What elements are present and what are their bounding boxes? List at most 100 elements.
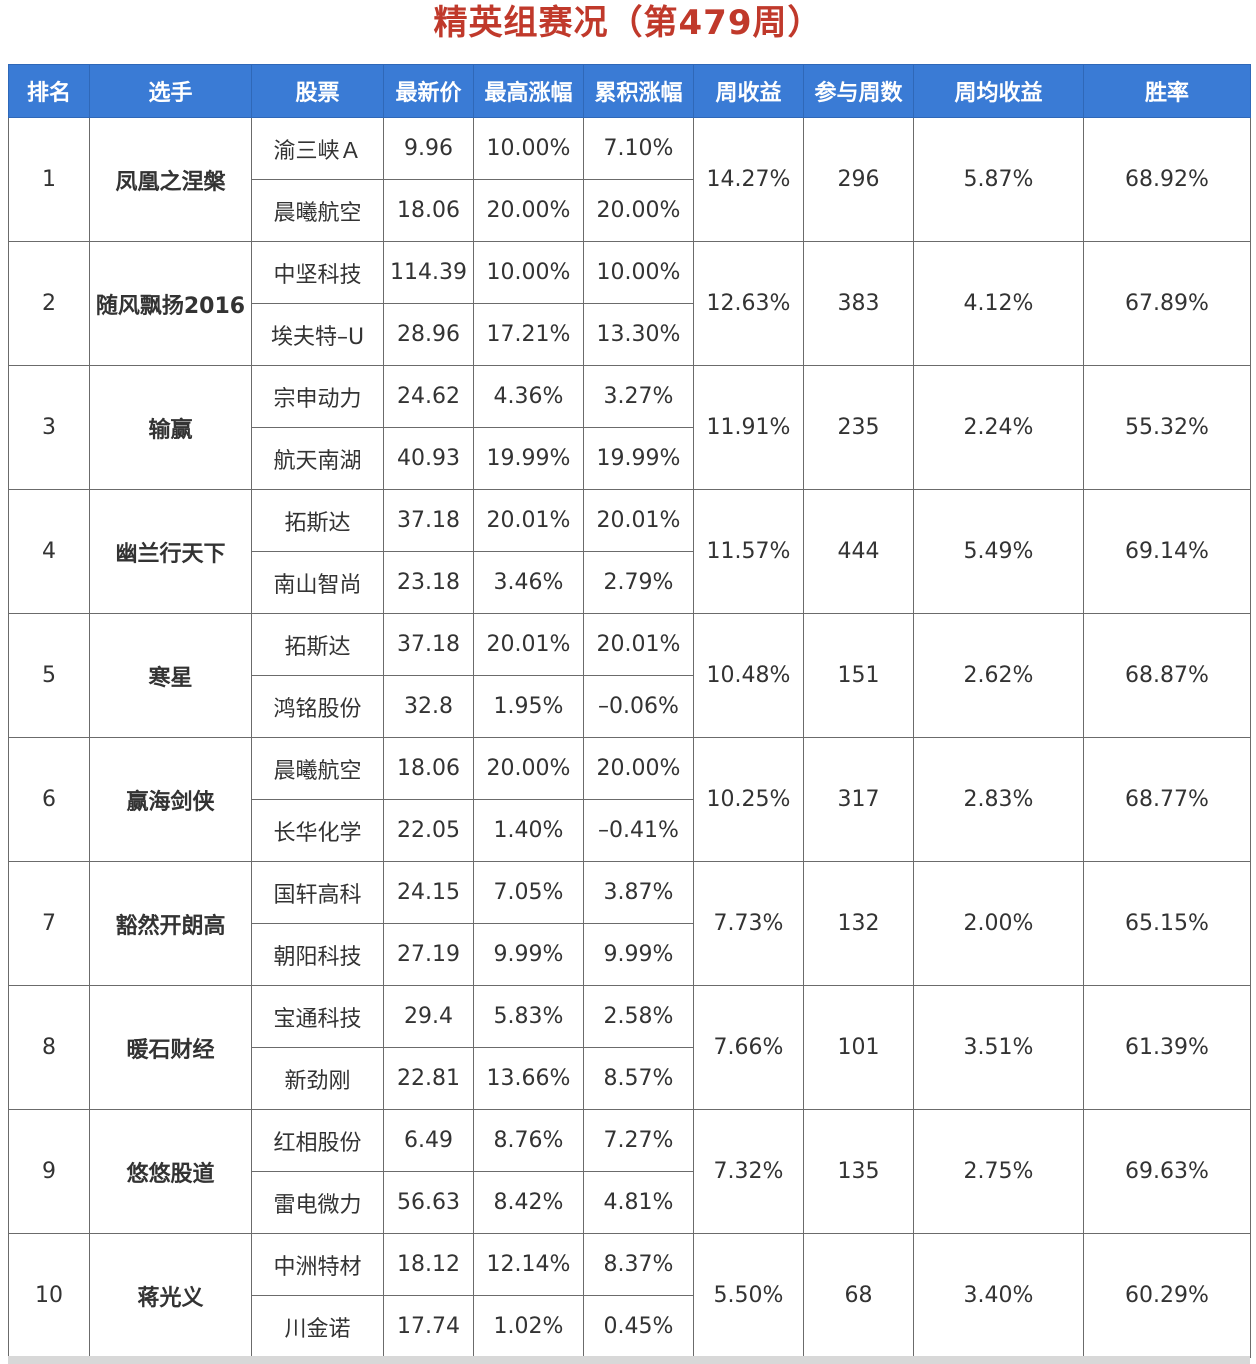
table-header-row: 排名 选手 股票 最新价 最高涨幅 累积涨幅 周收益 参与周数 周均收益 胜率 [8, 64, 1251, 118]
win-rate-cell: 69.63% [1083, 1109, 1251, 1234]
win-rate-cell: 61.39% [1083, 985, 1251, 1110]
table-row: 雷电微力 56.63 8.42% 4.81% [9, 1171, 1251, 1234]
rank-cell: 4 [8, 489, 90, 614]
page-title: 精英组赛况（第479周） [433, 3, 823, 43]
week-return-cell: 11.57% [693, 489, 804, 614]
weeks-cell: 68 [803, 1233, 914, 1358]
table-row: 10 蒋光义 中洲特材 18.12 12.14% 8.37% 5.50% 68 3.40% 60.… [8, 1233, 1251, 1358]
horizontal-scrollbar[interactable] [8, 1356, 1250, 1364]
stock-name-link[interactable]: 航天南湖 [251, 427, 384, 490]
stock-name-link[interactable]: 川金诺 [251, 1295, 384, 1358]
stock-name-link[interactable]: 鸿铭股份 [251, 675, 384, 738]
cum-gain-cell: 9.99% [583, 923, 694, 986]
max-gain-cell: 20.01% [473, 489, 584, 552]
stock-name-link[interactable]: 中坚科技 [251, 241, 384, 304]
avg-return-cell: 3.51% [913, 985, 1084, 1110]
stock-name-link[interactable]: 宝通科技 [251, 985, 384, 1048]
week-return-cell: 14.27% [693, 117, 804, 242]
stock-name-link[interactable]: 雷电微力 [251, 1171, 384, 1234]
cum-gain-cell: 20.01% [583, 489, 694, 552]
player-name-link[interactable]: 寒星 [89, 613, 252, 738]
cum-gain-cell: 0.45% [583, 1295, 694, 1358]
player-name-link[interactable]: 蒋光义 [89, 1233, 252, 1358]
stock-name-link[interactable]: 宗申动力 [251, 365, 384, 428]
price-cell: 28.96 [383, 303, 474, 366]
max-gain-cell: 20.01% [473, 613, 584, 676]
weeks-cell: 296 [803, 117, 914, 242]
price-cell: 24.15 [383, 861, 474, 924]
avg-return-cell: 3.40% [913, 1233, 1084, 1358]
table-row: 3 输赢 宗申动力 24.62 4.36% 3.27% 11.91% 235 2.24% 55.3… [8, 365, 1251, 490]
max-gain-cell: 5.83% [473, 985, 584, 1048]
price-cell: 18.12 [383, 1233, 474, 1296]
weeks-cell: 132 [803, 861, 914, 986]
player-name-link[interactable]: 豁然开朗高 [89, 861, 252, 986]
rank-cell: 8 [8, 985, 90, 1110]
table-row: 4 幽兰行天下 拓斯达 37.18 20.01% 20.01% 11.57% 444 5.49%… [8, 489, 1251, 614]
price-cell: 37.18 [383, 489, 474, 552]
win-rate-cell: 60.29% [1083, 1233, 1251, 1358]
stock-name-link[interactable]: 晨曦航空 [251, 179, 384, 242]
weeks-cell: 444 [803, 489, 914, 614]
avg-return-cell: 5.49% [913, 489, 1084, 614]
cum-gain-cell: 2.79% [583, 551, 694, 614]
avg-return-cell: 2.62% [913, 613, 1084, 738]
stock-name-link[interactable]: 渝三峡Ａ [251, 117, 384, 180]
price-cell: 32.8 [383, 675, 474, 738]
price-cell: 18.06 [383, 737, 474, 800]
price-cell: 114.39 [383, 241, 474, 304]
stock-name-link[interactable]: 拓斯达 [251, 489, 384, 552]
stock-name-link[interactable]: 埃夫特–U [251, 303, 384, 366]
stock-name-link[interactable]: 新劲刚 [251, 1047, 384, 1110]
table-row: 鸿铭股份 32.8 1.95% –0.06% [9, 675, 1251, 738]
price-cell: 29.4 [383, 985, 474, 1048]
win-rate-cell: 65.15% [1083, 861, 1251, 986]
table-row: 8 暖石财经 宝通科技 29.4 5.83% 2.58% 7.66% 101 3.51% 61.3… [8, 985, 1251, 1110]
rank-cell: 2 [8, 241, 90, 366]
cum-gain-cell: 7.27% [583, 1109, 694, 1172]
table-body: 1 凤凰之涅槃 渝三峡Ａ 9.96 10.00% 7.10% 14.27% 296 5.87% 6… [8, 117, 1251, 1358]
table-row: 南山智尚 23.18 3.46% 2.79% [9, 551, 1251, 614]
stock-name-link[interactable]: 南山智尚 [251, 551, 384, 614]
stock-name-link[interactable]: 朝阳科技 [251, 923, 384, 986]
stock-name-link[interactable]: 国轩高科 [251, 861, 384, 924]
stock-name-link[interactable]: 拓斯达 [251, 613, 384, 676]
price-cell: 9.96 [383, 117, 474, 180]
player-name-link[interactable]: 赢海剑侠 [89, 737, 252, 862]
player-name-link[interactable]: 随风飘扬2016 [89, 241, 252, 366]
cum-gain-cell: 2.58% [583, 985, 694, 1048]
stock-name-link[interactable]: 晨曦航空 [251, 737, 384, 800]
stock-name-link[interactable]: 中洲特材 [251, 1233, 384, 1296]
cum-gain-cell: 10.00% [583, 241, 694, 304]
table-row: 9 悠悠股道 红相股份 6.49 8.76% 7.27% 7.32% 135 2.75% 69.6… [8, 1109, 1251, 1234]
table-row: 埃夫特–U 28.96 17.21% 13.30% [9, 303, 1251, 366]
cum-gain-cell: 20.00% [583, 737, 694, 800]
price-cell: 6.49 [383, 1109, 474, 1172]
player-name-link[interactable]: 输赢 [89, 365, 252, 490]
player-name-link[interactable]: 悠悠股道 [89, 1109, 252, 1234]
weeks-cell: 101 [803, 985, 914, 1110]
leaderboard-table: 排名 选手 股票 最新价 最高涨幅 累积涨幅 周收益 参与周数 周均收益 胜率 … [8, 64, 1251, 1358]
rank-cell: 6 [8, 737, 90, 862]
stock-name-link[interactable]: 红相股份 [251, 1109, 384, 1172]
price-cell: 22.81 [383, 1047, 474, 1110]
max-gain-cell: 12.14% [473, 1233, 584, 1296]
header-player: 选手 [89, 64, 252, 118]
week-return-cell: 5.50% [693, 1233, 804, 1358]
rank-cell: 9 [8, 1109, 90, 1234]
player-name-link[interactable]: 幽兰行天下 [89, 489, 252, 614]
max-gain-cell: 1.95% [473, 675, 584, 738]
stock-name-link[interactable]: 长华化学 [251, 799, 384, 862]
player-name-link[interactable]: 暖石财经 [89, 985, 252, 1110]
week-return-cell: 11.91% [693, 365, 804, 490]
cum-gain-cell: 7.10% [583, 117, 694, 180]
weeks-cell: 317 [803, 737, 914, 862]
week-return-cell: 7.32% [693, 1109, 804, 1234]
max-gain-cell: 1.02% [473, 1295, 584, 1358]
table-row: 2 随风飘扬2016 中坚科技 114.39 10.00% 10.00% 12.63% 383… [8, 241, 1251, 366]
player-name-link[interactable]: 凤凰之涅槃 [89, 117, 252, 242]
max-gain-cell: 8.42% [473, 1171, 584, 1234]
win-rate-cell: 69.14% [1083, 489, 1251, 614]
win-rate-cell: 55.32% [1083, 365, 1251, 490]
week-return-cell: 12.63% [693, 241, 804, 366]
